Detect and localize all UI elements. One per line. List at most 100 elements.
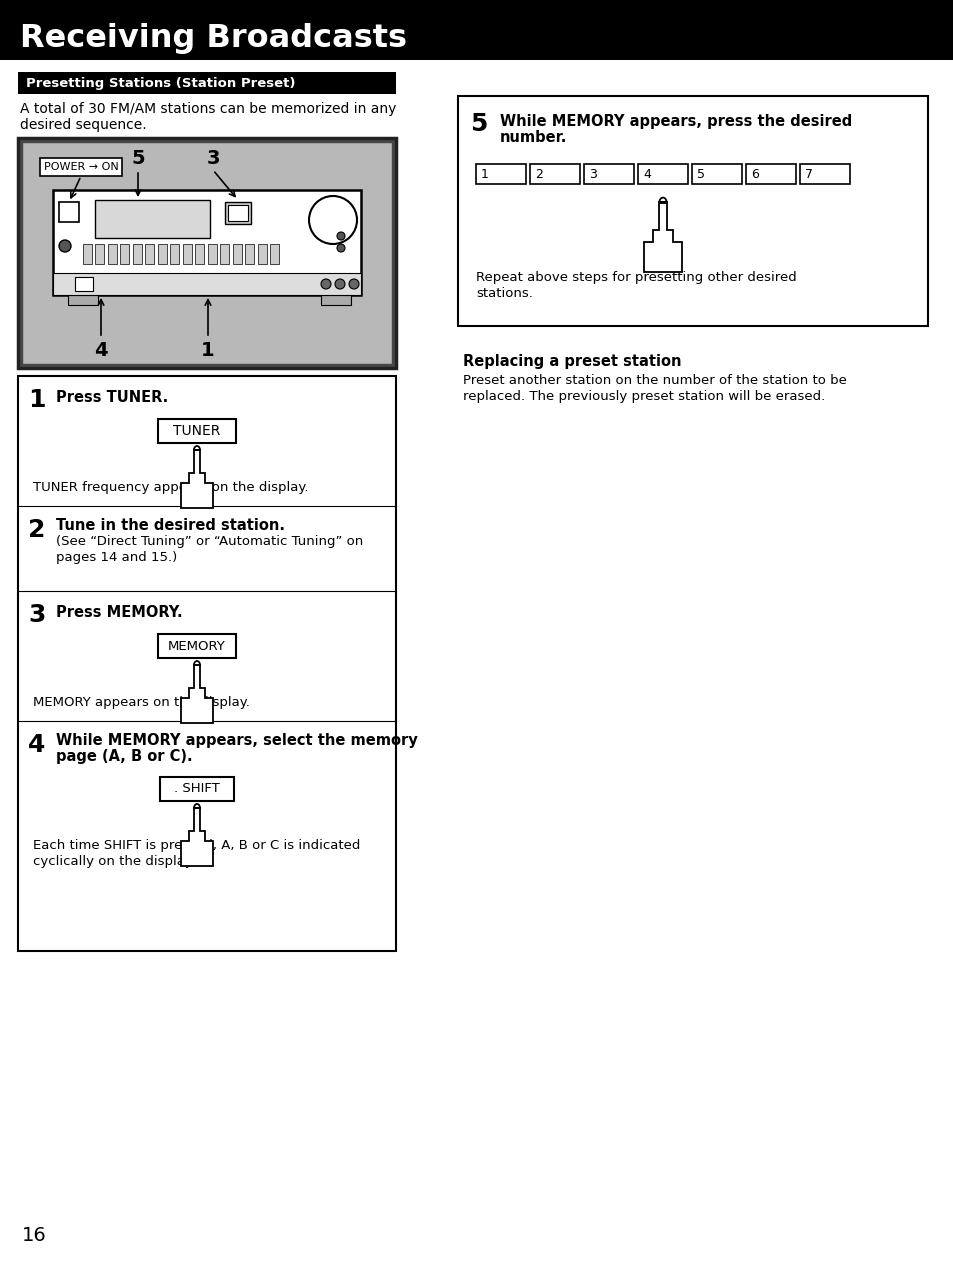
FancyBboxPatch shape <box>457 96 927 326</box>
FancyBboxPatch shape <box>95 244 105 264</box>
FancyBboxPatch shape <box>271 244 279 264</box>
FancyBboxPatch shape <box>583 164 634 183</box>
Text: desired sequence.: desired sequence. <box>20 118 147 132</box>
Text: 3: 3 <box>28 603 46 627</box>
Polygon shape <box>193 662 200 665</box>
Text: TUNER: TUNER <box>173 424 220 438</box>
Text: 5: 5 <box>697 167 704 181</box>
Text: 4: 4 <box>94 340 108 359</box>
FancyBboxPatch shape <box>83 244 91 264</box>
FancyBboxPatch shape <box>320 295 351 305</box>
FancyBboxPatch shape <box>228 205 248 221</box>
Polygon shape <box>181 808 213 867</box>
Circle shape <box>349 280 358 288</box>
FancyBboxPatch shape <box>233 244 242 264</box>
Polygon shape <box>193 447 200 450</box>
Text: Press MEMORY.: Press MEMORY. <box>56 605 182 620</box>
FancyBboxPatch shape <box>638 164 687 183</box>
Circle shape <box>59 240 71 252</box>
Text: Replacing a preset station: Replacing a preset station <box>462 354 680 369</box>
FancyBboxPatch shape <box>59 202 79 221</box>
FancyBboxPatch shape <box>120 244 130 264</box>
Text: (See “Direct Tuning” or “Automatic Tuning” on: (See “Direct Tuning” or “Automatic Tunin… <box>56 535 363 548</box>
Circle shape <box>320 280 331 288</box>
FancyBboxPatch shape <box>108 244 117 264</box>
FancyBboxPatch shape <box>95 200 210 238</box>
Text: page (A, B or C).: page (A, B or C). <box>56 749 193 764</box>
Text: stations.: stations. <box>476 287 533 300</box>
Text: pages 14 and 15.): pages 14 and 15.) <box>56 552 177 564</box>
Text: Presetting Stations (Station Preset): Presetting Stations (Station Preset) <box>26 76 295 90</box>
Text: 1: 1 <box>480 167 488 181</box>
Circle shape <box>336 231 345 240</box>
Text: A total of 30 FM/AM stations can be memorized in any: A total of 30 FM/AM stations can be memo… <box>20 102 395 116</box>
FancyBboxPatch shape <box>476 164 525 183</box>
Text: 5: 5 <box>132 148 145 167</box>
FancyBboxPatch shape <box>158 634 235 658</box>
Text: 7: 7 <box>804 167 812 181</box>
FancyBboxPatch shape <box>158 419 235 443</box>
Text: 4: 4 <box>642 167 650 181</box>
Text: Repeat above steps for presetting other desired: Repeat above steps for presetting other … <box>476 271 796 285</box>
FancyBboxPatch shape <box>18 376 395 951</box>
FancyBboxPatch shape <box>257 244 267 264</box>
Polygon shape <box>659 197 666 202</box>
FancyBboxPatch shape <box>40 158 122 176</box>
FancyBboxPatch shape <box>691 164 741 183</box>
Text: Tune in the desired station.: Tune in the desired station. <box>56 517 285 533</box>
FancyBboxPatch shape <box>220 244 230 264</box>
Text: MEMORY: MEMORY <box>168 640 226 653</box>
FancyBboxPatch shape <box>18 138 395 368</box>
Text: 6: 6 <box>750 167 758 181</box>
Text: . SHIFT: . SHIFT <box>174 783 219 796</box>
FancyBboxPatch shape <box>800 164 849 183</box>
FancyBboxPatch shape <box>160 777 233 801</box>
Text: 4: 4 <box>28 732 46 756</box>
FancyBboxPatch shape <box>132 244 142 264</box>
Text: 2: 2 <box>28 517 46 541</box>
FancyBboxPatch shape <box>53 273 360 295</box>
Polygon shape <box>181 665 213 724</box>
Text: 5: 5 <box>470 113 487 137</box>
Text: cyclically on the display.: cyclically on the display. <box>33 855 194 868</box>
Text: 3: 3 <box>206 148 219 167</box>
FancyBboxPatch shape <box>530 164 579 183</box>
Text: MEMORY appears on the display.: MEMORY appears on the display. <box>33 696 250 708</box>
Text: replaced. The previously preset station will be erased.: replaced. The previously preset station … <box>462 390 824 404</box>
FancyBboxPatch shape <box>18 72 395 94</box>
Polygon shape <box>193 805 200 808</box>
FancyBboxPatch shape <box>245 244 254 264</box>
FancyBboxPatch shape <box>158 244 167 264</box>
Text: POWER → ON: POWER → ON <box>44 162 118 172</box>
Circle shape <box>336 244 345 252</box>
FancyBboxPatch shape <box>195 244 204 264</box>
Circle shape <box>309 196 356 244</box>
Text: While MEMORY appears, press the desired: While MEMORY appears, press the desired <box>499 114 851 129</box>
Circle shape <box>335 280 345 288</box>
Text: While MEMORY appears, select the memory: While MEMORY appears, select the memory <box>56 732 417 748</box>
FancyBboxPatch shape <box>171 244 179 264</box>
Text: TUNER frequency appears on the display.: TUNER frequency appears on the display. <box>33 481 308 495</box>
Polygon shape <box>643 202 681 272</box>
FancyBboxPatch shape <box>208 244 216 264</box>
Text: number.: number. <box>499 130 567 145</box>
Text: 3: 3 <box>588 167 597 181</box>
Text: 2: 2 <box>535 167 542 181</box>
FancyBboxPatch shape <box>68 295 98 305</box>
Text: Each time SHIFT is pressed, A, B or C is indicated: Each time SHIFT is pressed, A, B or C is… <box>33 839 360 853</box>
FancyBboxPatch shape <box>0 0 953 59</box>
Polygon shape <box>181 450 213 509</box>
FancyBboxPatch shape <box>745 164 795 183</box>
Text: Preset another station on the number of the station to be: Preset another station on the number of … <box>462 374 846 387</box>
Text: 1: 1 <box>28 388 46 412</box>
Text: Press TUNER.: Press TUNER. <box>56 390 168 405</box>
FancyBboxPatch shape <box>183 244 192 264</box>
FancyBboxPatch shape <box>22 142 392 364</box>
FancyBboxPatch shape <box>225 202 251 224</box>
Text: Receiving Broadcasts: Receiving Broadcasts <box>20 23 407 53</box>
FancyBboxPatch shape <box>53 190 360 295</box>
Text: 1: 1 <box>201 340 214 359</box>
Text: 16: 16 <box>22 1226 47 1245</box>
FancyBboxPatch shape <box>146 244 154 264</box>
FancyBboxPatch shape <box>75 277 92 291</box>
